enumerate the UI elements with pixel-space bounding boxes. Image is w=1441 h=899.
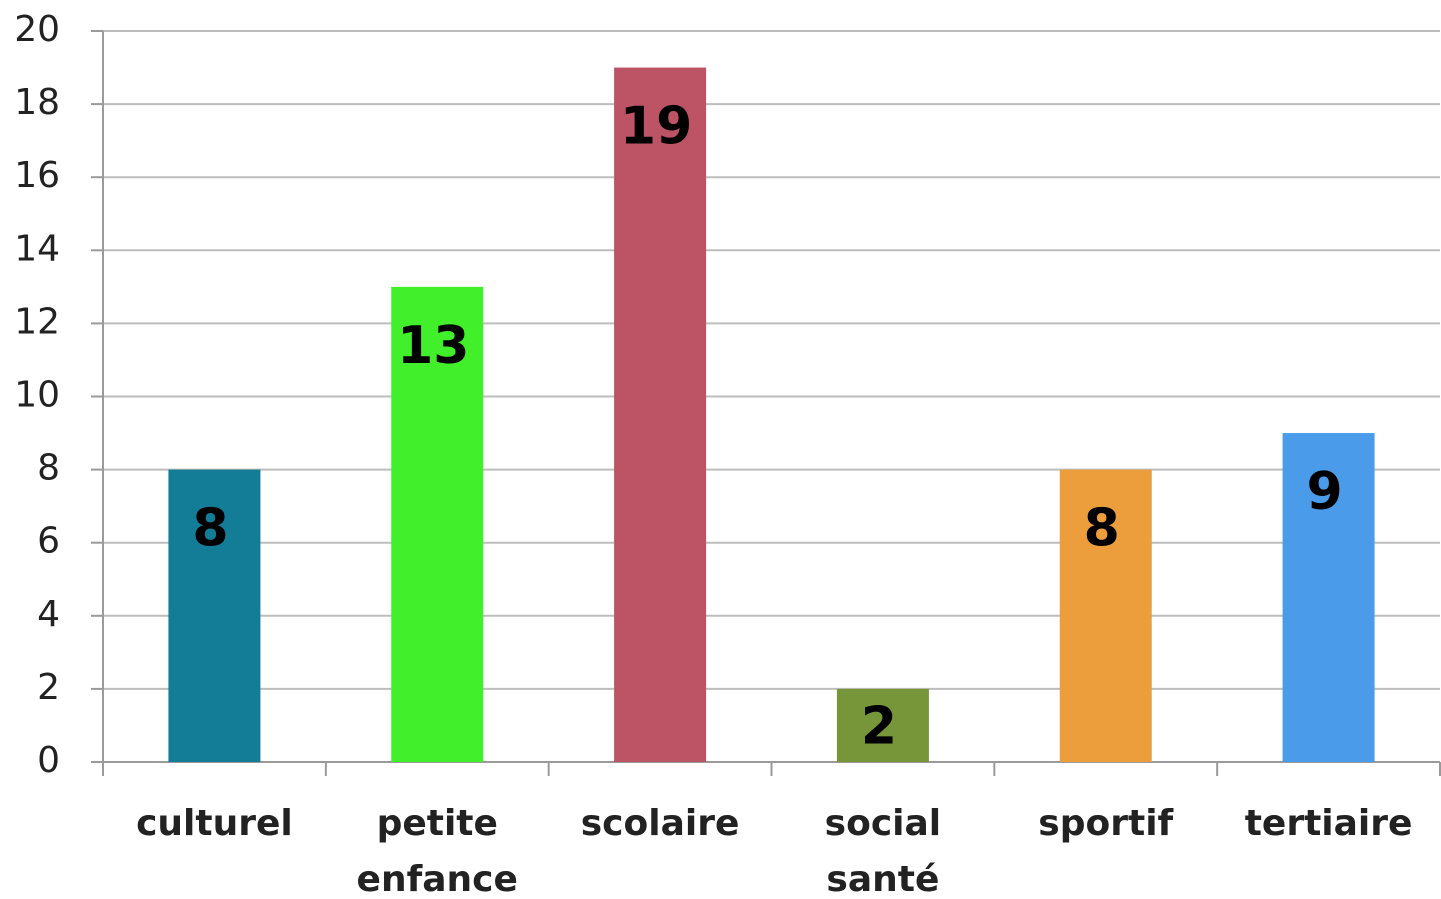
y-tick-label: 10 [14,375,60,416]
data-label: 9 [1306,462,1342,522]
x-tick-label: social santé [824,803,942,899]
data-label: 19 [620,97,692,157]
y-tick-label: 20 [14,9,60,50]
y-tick-label: 0 [37,740,60,781]
data-label: 2 [861,696,897,756]
x-tick-label: culturel [136,803,293,844]
x-tick-label: tertiaire [1244,803,1413,844]
bar [1059,469,1152,762]
bar [391,286,484,762]
y-tick-label: 2 [37,667,60,708]
bar [836,688,929,762]
y-tick-label: 6 [37,521,60,562]
data-label: 8 [192,499,228,559]
bar [168,469,261,762]
data-label: 8 [1084,499,1120,559]
y-tick-label: 14 [14,228,60,269]
y-tick-label: 16 [14,155,60,196]
y-tick-label: 4 [37,594,60,635]
x-tick-label: scolaire [580,803,740,844]
x-tick-label: petite enfance [356,803,518,899]
bar [614,67,707,763]
bar [1282,433,1375,762]
x-tick-label: sportif [1038,803,1174,844]
y-tick-label: 12 [14,301,60,342]
y-tick-label: 8 [37,448,60,489]
y-tick-label: 18 [14,82,60,123]
data-label: 13 [397,316,469,376]
